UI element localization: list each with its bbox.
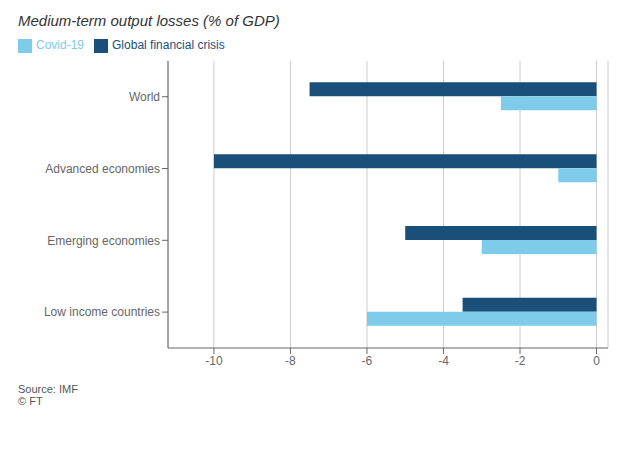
- svg-text:-6: -6: [362, 354, 373, 368]
- html-text:Covid-19: Covid-19: [36, 38, 84, 52]
- svg-text:Low income countries: Low income countries: [44, 305, 160, 319]
- html-text:Source: IMF: Source: IMF: [18, 383, 78, 395]
- svg-text:-2: -2: [515, 354, 526, 368]
- svg-text:-8: -8: [285, 354, 296, 368]
- svg-text:-4: -4: [438, 354, 449, 368]
- html-text:Global financial crisis: Global financial crisis: [112, 38, 225, 52]
- svg-text:Emerging economies: Emerging economies: [47, 234, 160, 248]
- html-text:Medium-term output losses (% o: Medium-term output losses (% of GDP): [18, 12, 280, 29]
- svg-text:0: 0: [593, 354, 600, 368]
- svg-text:Advanced economies: Advanced economies: [45, 162, 160, 176]
- svg-text:-10: -10: [205, 354, 223, 368]
- html-text:© FT: © FT: [18, 395, 43, 407]
- svg-text:World: World: [129, 90, 160, 104]
